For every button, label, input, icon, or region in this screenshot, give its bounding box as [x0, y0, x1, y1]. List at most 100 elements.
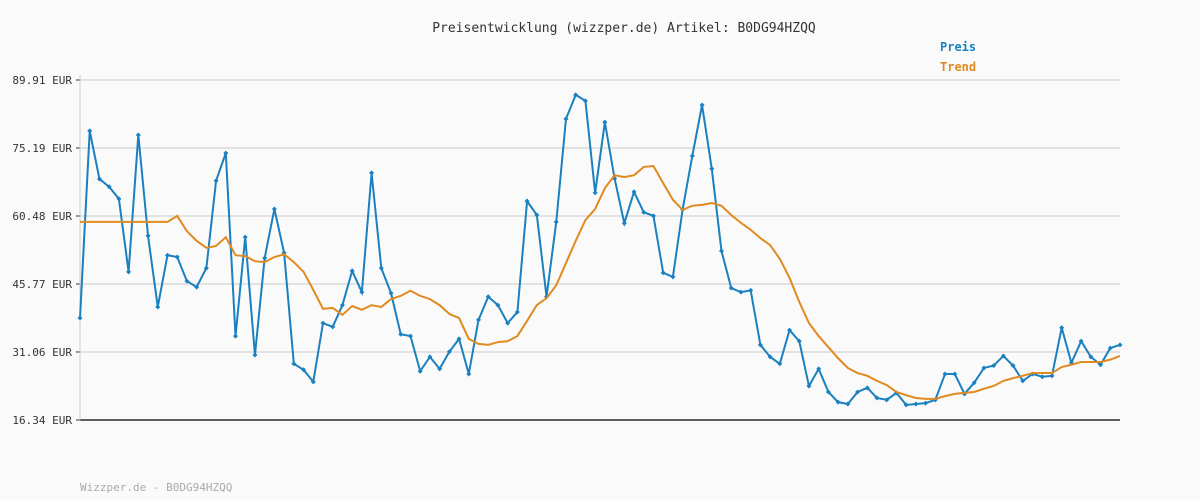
- point-marker: [1117, 342, 1123, 348]
- point-marker: [816, 366, 822, 372]
- point-marker: [359, 289, 365, 295]
- point-marker: [456, 336, 462, 342]
- point-marker: [913, 401, 919, 407]
- legend-label: Preis: [940, 40, 976, 54]
- point-marker: [602, 119, 608, 125]
- point-marker: [942, 371, 948, 377]
- point-marker: [485, 294, 491, 300]
- point-marker: [301, 367, 307, 373]
- point-marker: [796, 338, 802, 344]
- y-tick-label: 89.91 EUR: [12, 74, 72, 87]
- point-marker: [738, 289, 744, 295]
- point-marker: [621, 220, 627, 226]
- point-marker: [835, 399, 841, 405]
- point-marker: [427, 354, 433, 360]
- point-marker: [855, 389, 861, 395]
- point-marker: [437, 366, 443, 372]
- y-tick-label: 16.34 EUR: [12, 414, 72, 427]
- point-marker: [981, 365, 987, 371]
- point-marker: [378, 265, 384, 271]
- point-marker: [767, 354, 773, 360]
- point-marker: [174, 254, 180, 260]
- point-marker: [582, 98, 588, 104]
- point-marker: [96, 176, 102, 182]
- point-marker: [417, 368, 423, 374]
- point-marker: [718, 248, 724, 254]
- point-marker: [223, 150, 229, 156]
- point-marker: [748, 287, 754, 293]
- point-marker: [310, 379, 316, 385]
- point-marker: [573, 92, 579, 98]
- point-marker: [845, 401, 851, 407]
- point-marker: [135, 132, 141, 138]
- point-marker: [116, 196, 122, 202]
- point-marker: [203, 265, 209, 271]
- point-marker: [563, 116, 569, 122]
- point-marker: [466, 371, 472, 377]
- point-marker: [407, 333, 413, 339]
- point-marker: [787, 327, 793, 333]
- point-marker: [806, 383, 812, 389]
- legend-label: Trend: [940, 60, 976, 74]
- point-marker: [553, 219, 559, 225]
- point-marker: [631, 189, 637, 195]
- point-marker: [757, 342, 763, 348]
- point-marker: [1098, 362, 1104, 368]
- point-marker: [213, 178, 219, 184]
- point-marker: [1088, 354, 1094, 360]
- point-marker: [233, 333, 239, 339]
- point-marker: [369, 170, 375, 176]
- point-marker: [864, 385, 870, 391]
- point-marker: [262, 255, 268, 261]
- point-marker: [1000, 353, 1006, 359]
- point-marker: [903, 402, 909, 408]
- point-marker: [271, 206, 277, 212]
- point-marker: [952, 371, 958, 377]
- point-marker: [514, 309, 520, 315]
- point-marker: [524, 198, 530, 204]
- point-marker: [1039, 374, 1045, 380]
- point-marker: [184, 278, 190, 284]
- point-marker: [777, 361, 783, 367]
- point-marker: [1010, 363, 1016, 369]
- footer: Wizzper.de - B0DG94HZQQ: [80, 481, 232, 494]
- point-marker: [641, 209, 647, 215]
- point-marker: [874, 395, 880, 401]
- point-marker: [446, 349, 452, 355]
- point-marker: [991, 363, 997, 369]
- y-tick-label: 31.06 EUR: [12, 346, 72, 359]
- point-marker: [320, 320, 326, 326]
- point-marker: [194, 284, 200, 290]
- point-marker: [1078, 338, 1084, 344]
- point-marker: [1020, 378, 1026, 384]
- point-marker: [252, 352, 258, 358]
- point-marker: [699, 102, 705, 108]
- y-tick-label: 75.19 EUR: [12, 142, 72, 155]
- point-marker: [505, 320, 511, 326]
- point-marker: [87, 128, 93, 134]
- point-marker: [689, 153, 695, 159]
- point-marker: [155, 304, 161, 310]
- series-line: [80, 164, 1121, 400]
- point-marker: [398, 331, 404, 337]
- point-marker: [164, 252, 170, 258]
- point-marker: [106, 184, 112, 190]
- point-marker: [291, 361, 297, 367]
- point-marker: [476, 317, 482, 323]
- point-marker: [670, 274, 676, 280]
- point-marker: [923, 400, 929, 406]
- point-marker: [242, 234, 248, 240]
- chart-title: Preisentwicklung (wizzper.de) Artikel: B…: [432, 21, 816, 36]
- point-marker: [884, 397, 890, 403]
- point-marker: [330, 324, 336, 330]
- point-marker: [1059, 325, 1065, 331]
- point-marker: [971, 380, 977, 386]
- point-marker: [1107, 345, 1113, 351]
- y-tick-label: 45.77 EUR: [12, 278, 72, 291]
- point-marker: [388, 290, 394, 296]
- point-marker: [660, 270, 666, 276]
- point-marker: [339, 302, 345, 308]
